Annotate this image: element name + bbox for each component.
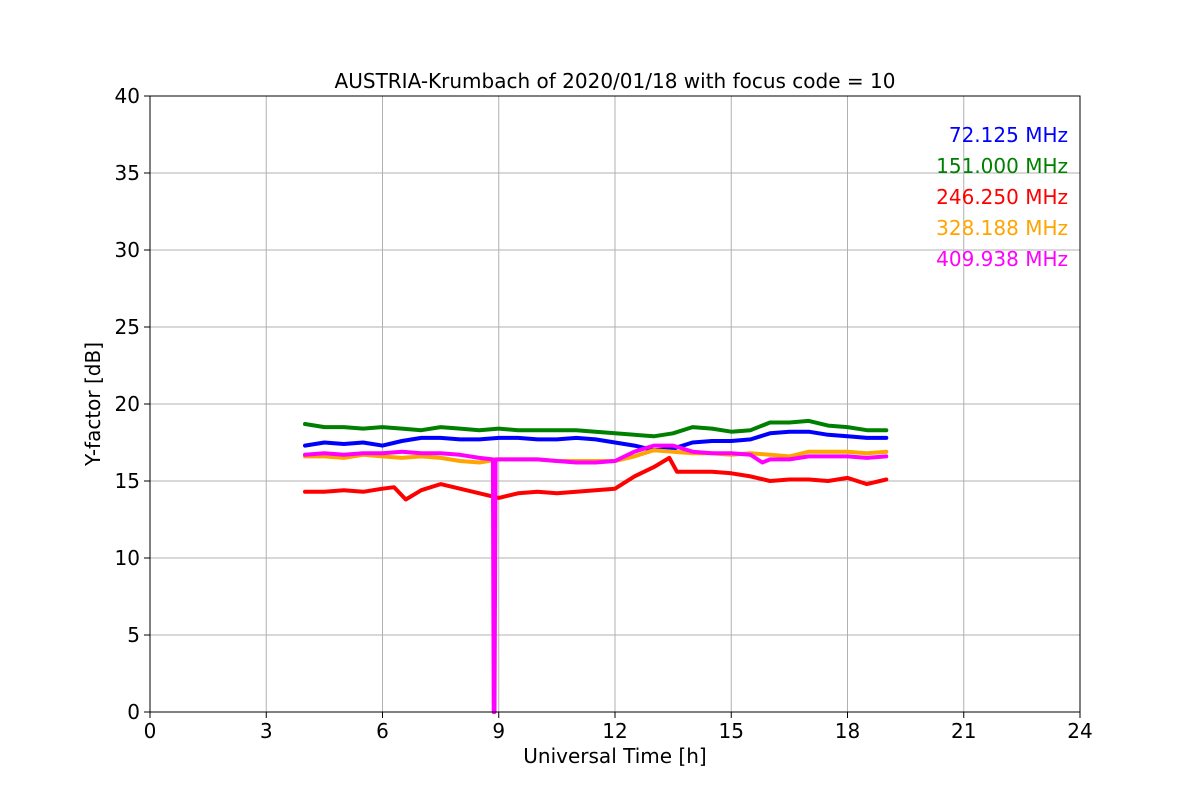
- x-tick-label: 9: [492, 719, 505, 743]
- x-tick-label: 0: [144, 719, 157, 743]
- y-tick-label: 10: [115, 546, 140, 570]
- y-tick-label: 40: [115, 84, 140, 108]
- chart-title: AUSTRIA-Krumbach of 2020/01/18 with focu…: [335, 69, 896, 93]
- axis-ticks: 0 3 6 9 12 15 18 21 24 0 5 10 15 20 25 30 35 40: [115, 84, 1093, 743]
- series-line: [303, 418, 889, 439]
- y-tick-label: 30: [115, 238, 140, 262]
- y-tick-label: 5: [127, 623, 140, 647]
- legend: 72.125 MHz 151.000 MHz 246.250 MHz 328.188 …: [936, 123, 1068, 271]
- series-line: [303, 443, 889, 714]
- legend-entry: 246.250 MHz: [936, 185, 1068, 209]
- x-axis-label: Universal Time [h]: [523, 744, 706, 768]
- legend-entry: 328.188 MHz: [936, 216, 1068, 240]
- x-tick-label: 21: [951, 719, 976, 743]
- legend-entry: 151.000 MHz: [936, 154, 1068, 178]
- series-line: [303, 429, 889, 453]
- x-tick-label: 3: [260, 719, 273, 743]
- series-line: [303, 455, 889, 502]
- x-tick-label: 24: [1067, 719, 1092, 743]
- y-tick-label: 20: [115, 392, 140, 416]
- y-axis-label: Y-factor [dB]: [81, 342, 105, 467]
- x-tick-label: 6: [376, 719, 389, 743]
- legend-entry: 72.125 MHz: [949, 123, 1068, 147]
- y-tick-label: 25: [115, 315, 140, 339]
- x-tick-label: 15: [719, 719, 744, 743]
- legend-entry: 409.938 MHz: [936, 247, 1068, 271]
- x-tick-label: 12: [602, 719, 627, 743]
- y-tick-label: 15: [115, 469, 140, 493]
- x-tick-label: 18: [835, 719, 860, 743]
- y-tick-label: 0: [127, 700, 140, 724]
- series-group: [303, 418, 889, 714]
- y-tick-label: 35: [115, 161, 140, 185]
